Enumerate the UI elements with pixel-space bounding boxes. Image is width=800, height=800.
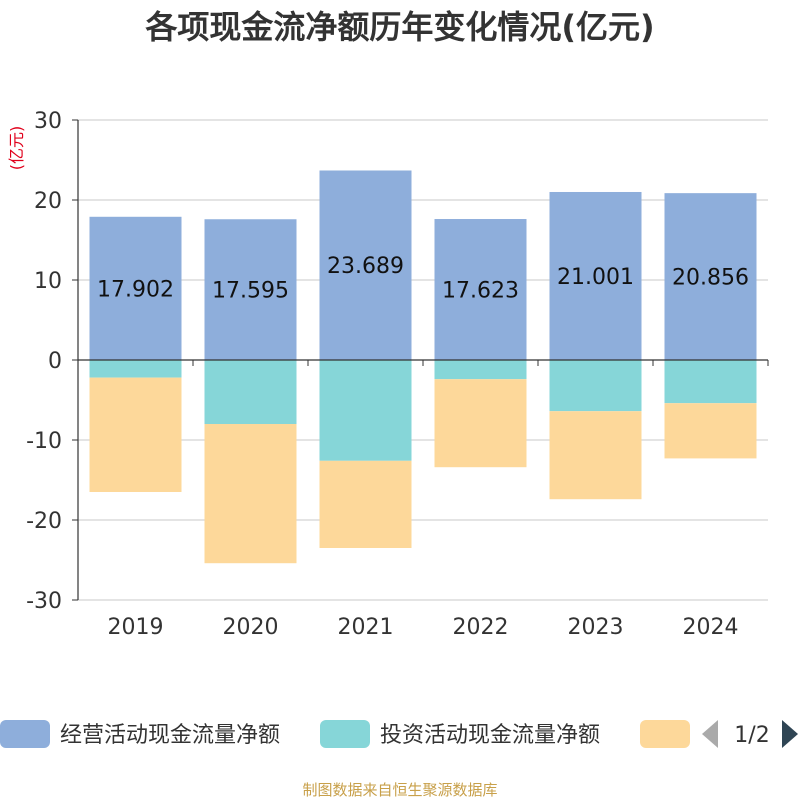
legend-label[interactable]: 经营活动现金流量净额: [60, 723, 280, 748]
y-tick-label: 0: [48, 349, 62, 374]
bar-1-2020: [204, 219, 297, 360]
bar-1-2022: [434, 219, 527, 360]
bar-3-2023: [549, 411, 642, 500]
data-label: 17.595: [212, 279, 289, 304]
x-tick-label: 2019: [108, 615, 164, 640]
bar-3-2024: [664, 403, 757, 459]
legend-page-indicator: 1/2: [734, 723, 769, 748]
bar-2-2020: [204, 360, 297, 424]
bars: [89, 170, 757, 564]
x-tick-label: 2024: [683, 615, 739, 640]
legend-label[interactable]: 投资活动现金流量净额: [380, 723, 600, 748]
y-tick-label: -30: [26, 589, 62, 614]
x-tick-label: 2022: [453, 615, 509, 640]
y-tick-label: -10: [26, 429, 62, 454]
source-note: 制图数据来自恒生聚源数据库: [302, 781, 497, 799]
y-tick-label: 30: [34, 109, 62, 134]
bar-3-2019: [89, 377, 182, 492]
bar-2-2023: [549, 360, 642, 412]
data-label: 17.623: [442, 279, 519, 304]
bar-1-2024: [664, 193, 757, 360]
axes: 30 20 10 0 -10 -20 -30 2019 2020 2021 2022 2023 2024: [26, 109, 769, 640]
bar-1-2021: [319, 170, 412, 360]
data-label: 17.902: [97, 277, 174, 302]
legend-next-arrow-icon[interactable]: [782, 720, 798, 748]
legend: 经营活动现金流量净额 投资活动现金流量净额 1/2: [0, 720, 798, 748]
data-label: 20.856: [672, 266, 749, 291]
bar-2-2021: [319, 360, 412, 461]
y-tick-label: 10: [34, 269, 62, 294]
y-axis-unit: (亿元): [7, 126, 26, 171]
bar-3-2022: [434, 379, 527, 468]
legend-swatch[interactable]: [320, 720, 370, 748]
bar-3-2021: [319, 460, 412, 548]
legend-prev-arrow-icon[interactable]: [702, 720, 718, 748]
y-tick-label: 20: [34, 189, 62, 214]
data-labels: 17.902 17.595 23.689 17.623 21.001 20.856: [97, 254, 749, 303]
bar-2-2022: [434, 360, 527, 380]
bar-2-2019: [89, 360, 182, 378]
bar-2-2024: [664, 360, 757, 404]
chart-title: 各项现金流净额历年变化情况(亿元): [145, 8, 654, 46]
x-tick-label: 2021: [338, 615, 394, 640]
bar-1-2023: [549, 191, 642, 360]
bar-3-2020: [204, 424, 297, 564]
data-label: 23.689: [327, 254, 404, 279]
bar-1-2019: [89, 216, 182, 360]
legend-swatch[interactable]: [640, 720, 690, 748]
x-tick-label: 2020: [223, 615, 279, 640]
data-label: 21.001: [557, 265, 634, 290]
y-tick-label: -20: [26, 509, 62, 534]
legend-swatch[interactable]: [0, 720, 50, 748]
x-tick-label: 2023: [568, 615, 624, 640]
